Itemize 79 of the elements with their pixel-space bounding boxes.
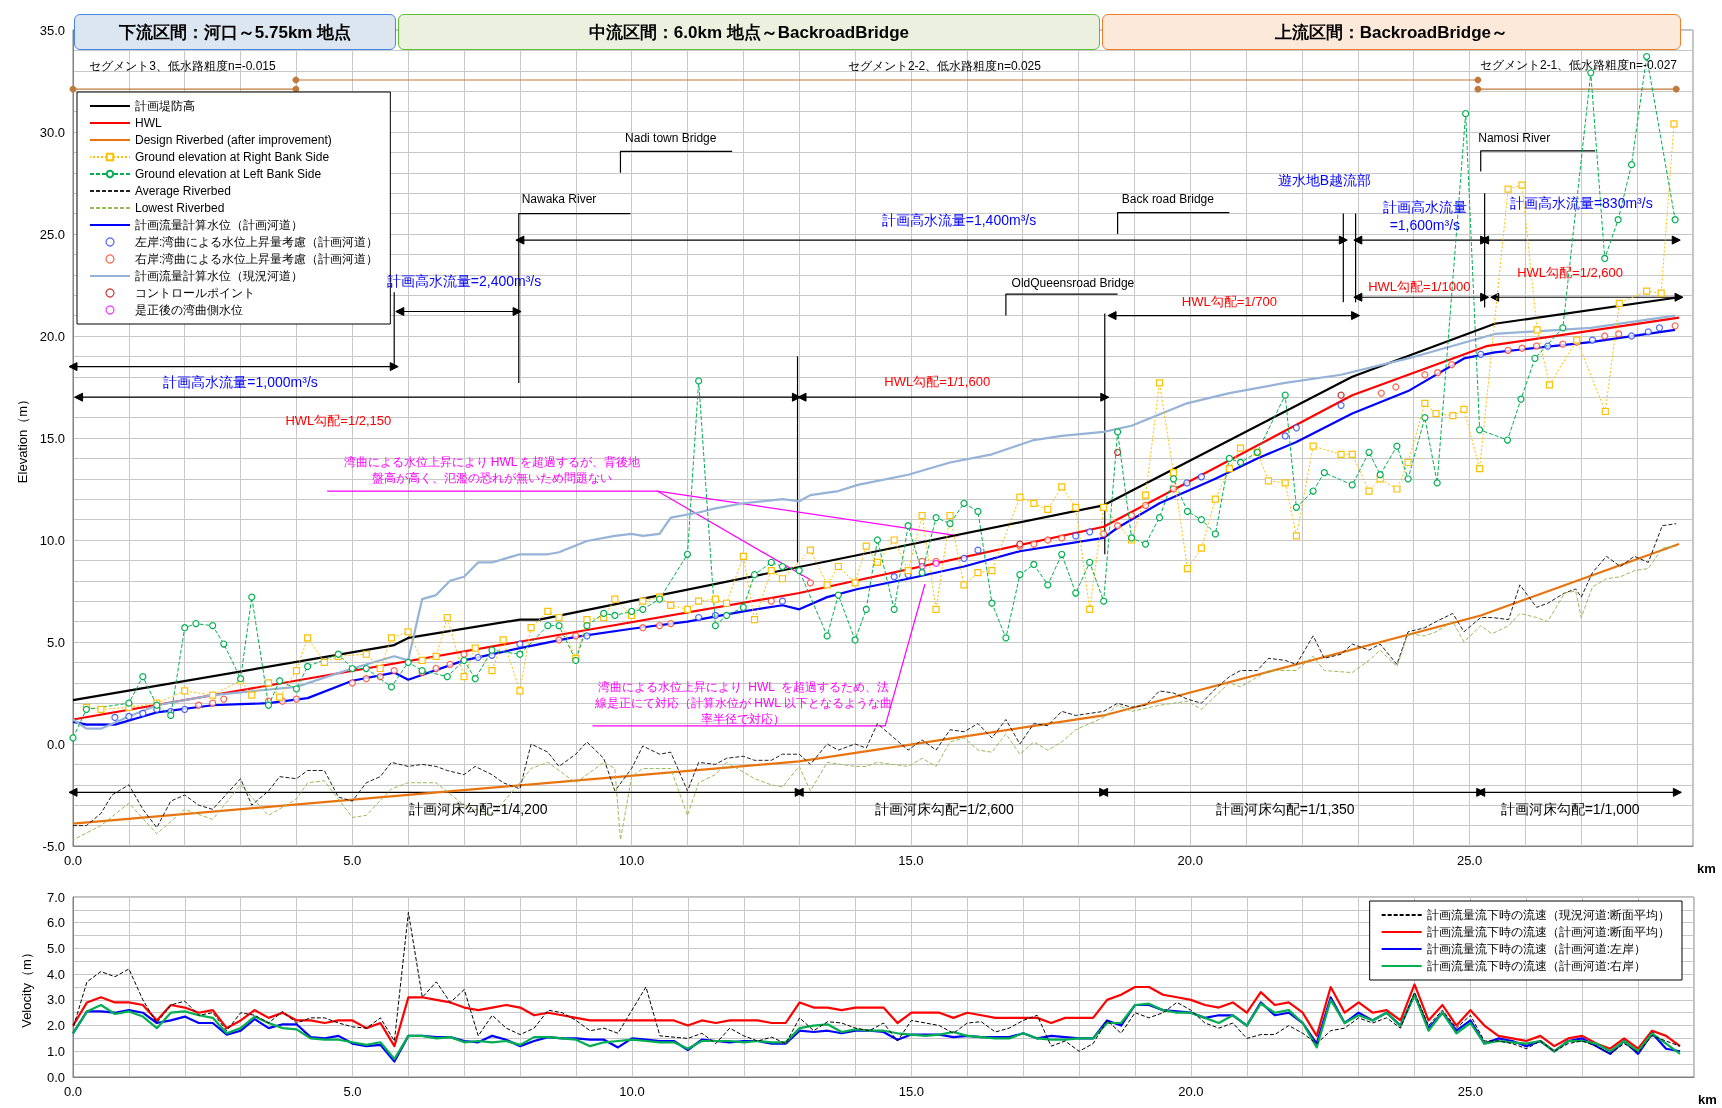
y-tick-label: 35.0 bbox=[39, 22, 65, 38]
heading-box: 下流区間：河口～5.75km 地点 bbox=[74, 14, 396, 51]
annotation: 計画高水流量=1,400m³/s bbox=[881, 211, 1037, 228]
annotation: 計画河床勾配=1/4,200 bbox=[408, 800, 548, 817]
annotation: 湾曲による水位上昇により HWL を超過するため、法線是正にて対応（計算水位が HWL 以下となるような曲率半径で対応） bbox=[593, 680, 892, 727]
annotation: HWL勾配=1/2,150 bbox=[285, 413, 392, 429]
y-tick-label: 6.0 bbox=[46, 915, 65, 931]
heading-box: 上流区間：BackroadBridge～ bbox=[1101, 14, 1681, 51]
x-tick-label: 5.0 bbox=[343, 1084, 362, 1099]
legend-label: 左岸:湾曲による水位上昇量考慮（計画河道） bbox=[135, 235, 379, 249]
y-axis-title: Elevation（m） bbox=[14, 392, 30, 484]
legend-label: 是正後の湾曲側水位 bbox=[135, 303, 243, 317]
annotation: Namosi River bbox=[1478, 131, 1551, 146]
annotation: セグメント3、低水路粗度n=-0.015 bbox=[89, 58, 276, 73]
annotation: 計画河床勾配=1/1,000 bbox=[1500, 800, 1640, 817]
annotation: 上流区間：BackroadBridge～ bbox=[1274, 21, 1508, 44]
legend-label: 計画堤防高 bbox=[135, 99, 195, 113]
y-tick-label: 0.0 bbox=[46, 736, 65, 752]
x-tick-label: 10.0 bbox=[619, 1084, 645, 1099]
legend-label: 計画流量流下時の流速（現況河道:断面平均） bbox=[1426, 908, 1671, 922]
annotation: OldQueensroad Bridge bbox=[1011, 275, 1135, 290]
y-tick-label: -5.0 bbox=[42, 838, 65, 854]
annotation: セグメント2-1、低水路粗度n=-0.027 bbox=[1479, 57, 1678, 72]
y-tick-label: 7.0 bbox=[46, 889, 65, 905]
annotation: HWL勾配=1/1,600 bbox=[884, 374, 991, 390]
annotation: 計画河床勾配=1/1,350 bbox=[1215, 800, 1355, 817]
y-tick-label: 15.0 bbox=[39, 430, 65, 446]
legend-label: コントロールポイント bbox=[135, 286, 255, 300]
y-tick-label: 4.0 bbox=[46, 966, 65, 982]
legend-label: Ground elevation at Right Bank Side bbox=[135, 150, 330, 164]
legend-label: 計画流量流下時の流速（計画河道:右岸） bbox=[1426, 959, 1647, 973]
legend-label: Design Riverbed (after improvement) bbox=[135, 133, 332, 147]
x-tick-label: 0.0 bbox=[63, 853, 83, 868]
x-tick-label: 0.0 bbox=[63, 1084, 83, 1099]
annotation: 計画高水流量=1,600m³/s bbox=[1382, 198, 1467, 233]
y-tick-label: 1.0 bbox=[46, 1043, 65, 1059]
x-axis-title: km bbox=[1697, 861, 1716, 876]
annotation: HWL勾配=1/2,600 bbox=[1517, 265, 1624, 281]
annotation: 下流区間：河口～5.75km 地点 bbox=[118, 21, 352, 44]
y-axis-title: Velocity（m） bbox=[19, 946, 34, 1028]
legend-label: Lowest Riverbed bbox=[135, 201, 225, 215]
legend-label: 計画流量計算水位（現況河道） bbox=[135, 269, 303, 283]
x-axis-title: km bbox=[1698, 1092, 1717, 1107]
annotation: HWL勾配=1/700 bbox=[1181, 293, 1277, 309]
heading-box: 中流区間：6.0km 地点～BackroadBridge bbox=[398, 14, 1100, 51]
legend-label: 右岸:湾曲による水位上昇量考慮（計画河道） bbox=[135, 252, 379, 266]
annotation: Nawaka River bbox=[521, 192, 597, 207]
legend-label: Average Riverbed bbox=[135, 184, 231, 198]
annotation: 湾曲による水位上昇により HWL を超過するが、背後地盤高が高く、氾濫の恐れが無いため問題ない bbox=[343, 454, 641, 485]
y-tick-label: 5.0 bbox=[46, 634, 65, 650]
annotation: HWL勾配=1/1000 bbox=[1368, 278, 1471, 294]
legend-label: HWL bbox=[135, 116, 162, 130]
x-tick-label: 25.0 bbox=[1456, 853, 1483, 868]
annotation: Nadi town Bridge bbox=[625, 131, 717, 146]
x-tick-label: 15.0 bbox=[898, 1084, 925, 1099]
legend-label: Ground elevation at Left Bank Side bbox=[135, 167, 322, 181]
annotation: 遊水地B越流部 bbox=[1277, 171, 1371, 188]
legend-label: 計画流量流下時の流速（計画河道:断面平均） bbox=[1426, 925, 1671, 939]
y-tick-label: 10.0 bbox=[39, 532, 65, 548]
legend-label: 計画流量計算水位（計画河道） bbox=[135, 218, 303, 232]
annotation: Back road Bridge bbox=[1121, 192, 1215, 207]
y-tick-label: 0.0 bbox=[46, 1069, 65, 1085]
annotation: セグメント2-2、低水路粗度n=0.025 bbox=[847, 58, 1042, 73]
x-tick-label: 20.0 bbox=[1178, 1084, 1204, 1099]
y-tick-label: 2.0 bbox=[46, 1018, 65, 1034]
y-tick-label: 5.0 bbox=[46, 940, 65, 956]
legend-label: 計画流量流下時の流速（計画河道:左岸） bbox=[1426, 942, 1647, 956]
x-tick-label: 25.0 bbox=[1457, 1084, 1484, 1099]
x-tick-label: 15.0 bbox=[898, 853, 924, 868]
y-tick-label: 20.0 bbox=[39, 328, 65, 344]
annotation: 計画高水流量=1,000m³/s bbox=[163, 373, 318, 390]
y-tick-label: 3.0 bbox=[46, 992, 65, 1008]
x-tick-label: 5.0 bbox=[343, 853, 362, 868]
y-tick-label: 25.0 bbox=[39, 226, 65, 242]
annotation: 中流区間：6.0km 地点～BackroadBridge bbox=[588, 21, 910, 44]
y-tick-label: 30.0 bbox=[39, 124, 65, 140]
x-tick-label: 20.0 bbox=[1177, 853, 1203, 868]
x-tick-label: 10.0 bbox=[618, 853, 645, 868]
annotation: 計画河床勾配=1/2,600 bbox=[875, 800, 1015, 817]
